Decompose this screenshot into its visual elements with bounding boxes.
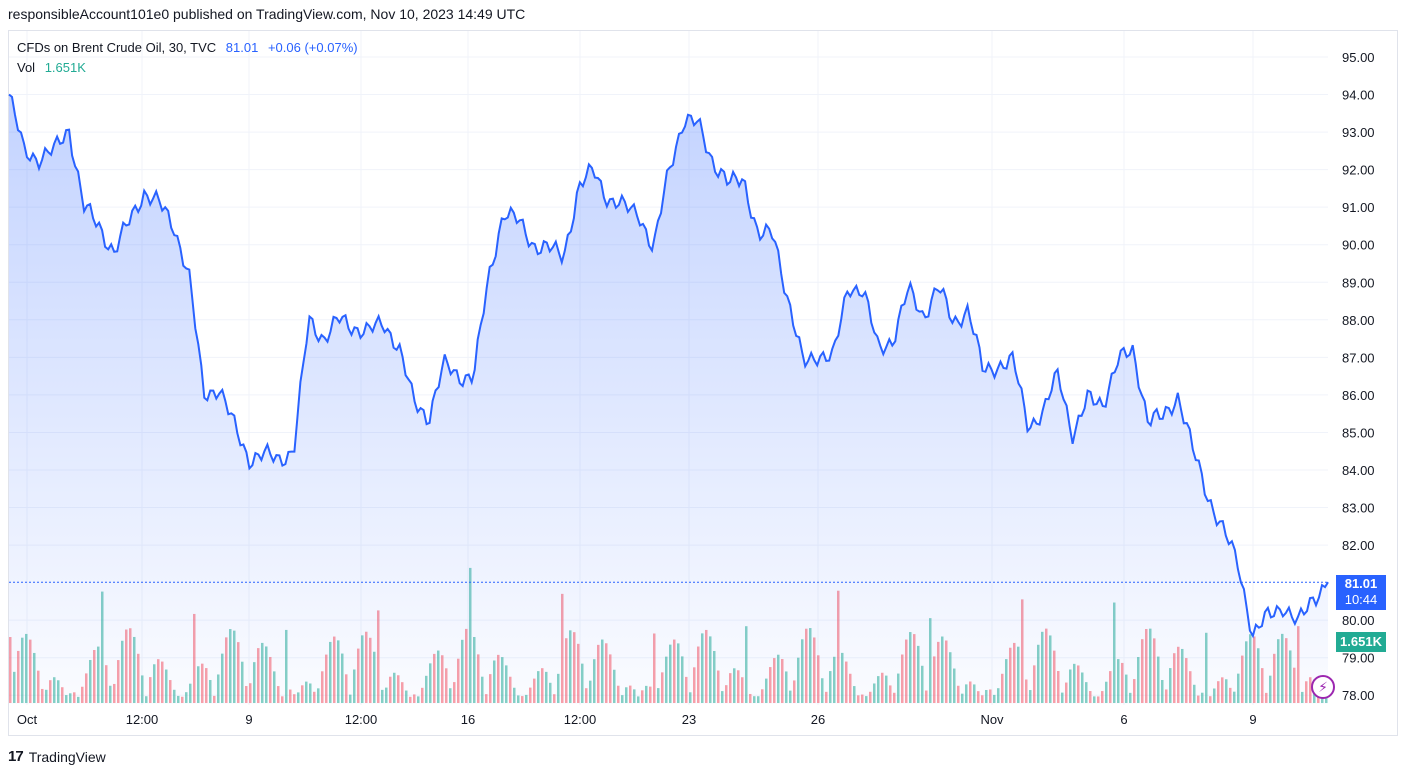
x-tick-label: 12:00: [126, 712, 159, 727]
y-tick-label: 93.00: [1342, 125, 1375, 140]
x-tick-label: 9: [1249, 712, 1256, 727]
y-tick-label: 87.00: [1342, 350, 1375, 365]
last-value: 81.01: [225, 40, 259, 55]
volume-label[interactable]: Vol: [17, 60, 36, 75]
lightning-icon[interactable]: ⚡: [1311, 675, 1335, 699]
symbol-name[interactable]: CFDs on Brent Crude Oil, 30, TVC: [17, 40, 217, 55]
x-axis: Oct 12:00 9 12:00 16 12:00 23 26 Nov 6 9: [17, 712, 1257, 727]
price-area: [9, 94, 1328, 704]
footer: 17 TradingView: [8, 748, 106, 765]
price-tag: 81.01 10:44: [1336, 575, 1386, 610]
tradingview-logo-icon: 17: [8, 748, 24, 765]
x-tick-label: 6: [1120, 712, 1127, 727]
y-tick-label: 78.00: [1342, 688, 1375, 703]
change-value: +0.06 (+0.07%): [267, 40, 358, 55]
y-tick-label: 79.00: [1342, 651, 1375, 666]
volume-tag: 1.651K: [1336, 632, 1386, 652]
countdown-value: 10:44: [1344, 592, 1378, 607]
x-tick-label: Oct: [17, 712, 38, 727]
x-tick-label: 23: [682, 712, 696, 727]
chart-frame[interactable]: [8, 30, 1398, 736]
volume-value: 1.651K: [44, 60, 86, 75]
y-tick-label: 91.00: [1342, 200, 1375, 215]
x-tick-label: 12:00: [345, 712, 378, 727]
y-tick-label: 89.00: [1342, 275, 1375, 290]
y-tick-label: 85.00: [1342, 425, 1375, 440]
y-tick-label: 90.00: [1342, 238, 1375, 253]
y-tick-label: 80.00: [1342, 613, 1375, 628]
y-tick-label: 82.00: [1342, 538, 1375, 553]
y-axis: 95.00 94.00 93.00 92.00 91.00 90.00 89.00 88.00…: [1342, 50, 1375, 703]
y-tick-label: 83.00: [1342, 501, 1375, 516]
x-tick-label: Nov: [980, 712, 1004, 727]
y-tick-label: 88.00: [1342, 313, 1375, 328]
y-tick-label: 84.00: [1342, 463, 1375, 478]
y-tick-label: 86.00: [1342, 388, 1375, 403]
x-tick-label: 9: [245, 712, 252, 727]
legend: CFDs on Brent Crude Oil, 30, TVC 81.01 +…: [17, 38, 358, 78]
x-tick-label: 26: [811, 712, 825, 727]
y-tick-label: 92.00: [1342, 163, 1375, 178]
price-tag-value: 81.01: [1344, 576, 1378, 591]
x-tick-label: 16: [461, 712, 475, 727]
x-tick-label: 12:00: [564, 712, 597, 727]
price-line: [8, 93, 1329, 639]
y-tick-label: 95.00: [1342, 50, 1375, 65]
y-tick-label: 94.00: [1342, 88, 1375, 103]
brand-name: TradingView: [28, 748, 106, 765]
publisher-text: responsibleAccount101e0 published on Tra…: [8, 6, 526, 22]
